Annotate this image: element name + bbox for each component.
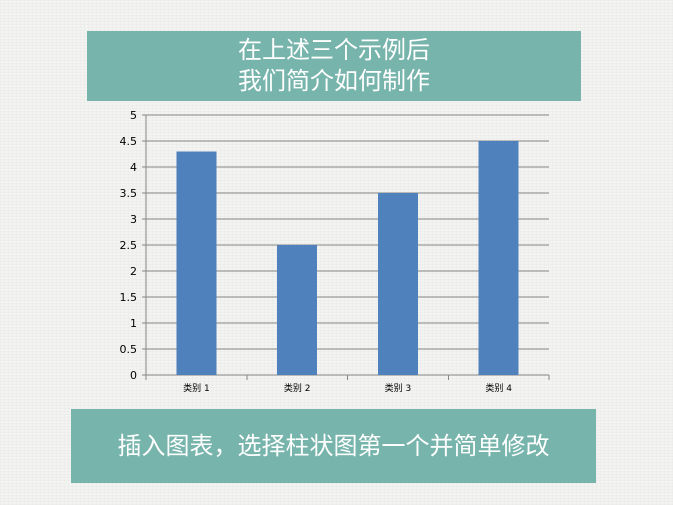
bar bbox=[478, 141, 519, 375]
x-tick-label: 类别 4 bbox=[485, 382, 512, 394]
y-tick-label: 5 bbox=[130, 109, 137, 122]
y-tick-label: 3.5 bbox=[120, 187, 138, 200]
title-line-2: 我们简介如何制作 bbox=[238, 67, 430, 95]
y-tick-label: 2 bbox=[130, 265, 137, 278]
caption-text: 插入图表，选择柱状图第一个并简单修改 bbox=[117, 432, 550, 460]
bar bbox=[377, 193, 418, 375]
y-tick-label: 1.5 bbox=[120, 291, 138, 304]
y-tick-label: 0.5 bbox=[120, 343, 138, 356]
y-tick-label: 4.5 bbox=[120, 135, 138, 148]
y-tick-label: 1 bbox=[130, 317, 137, 330]
title-line-1: 在上述三个示例后 bbox=[238, 36, 430, 64]
y-tick-label: 3 bbox=[130, 213, 137, 226]
title-banner: 在上述三个示例后 我们简介如何制作 bbox=[87, 31, 581, 101]
x-tick-label: 类别 2 bbox=[284, 382, 311, 394]
y-tick-label: 2.5 bbox=[120, 239, 138, 252]
x-tick-label: 类别 3 bbox=[385, 382, 412, 394]
bar bbox=[176, 151, 217, 375]
x-tick-label: 类别 1 bbox=[183, 382, 210, 394]
bar bbox=[277, 245, 318, 375]
caption-banner: 插入图表，选择柱状图第一个并简单修改 bbox=[71, 409, 596, 483]
y-tick-label: 0 bbox=[130, 369, 137, 382]
y-tick-label: 4 bbox=[130, 161, 137, 174]
